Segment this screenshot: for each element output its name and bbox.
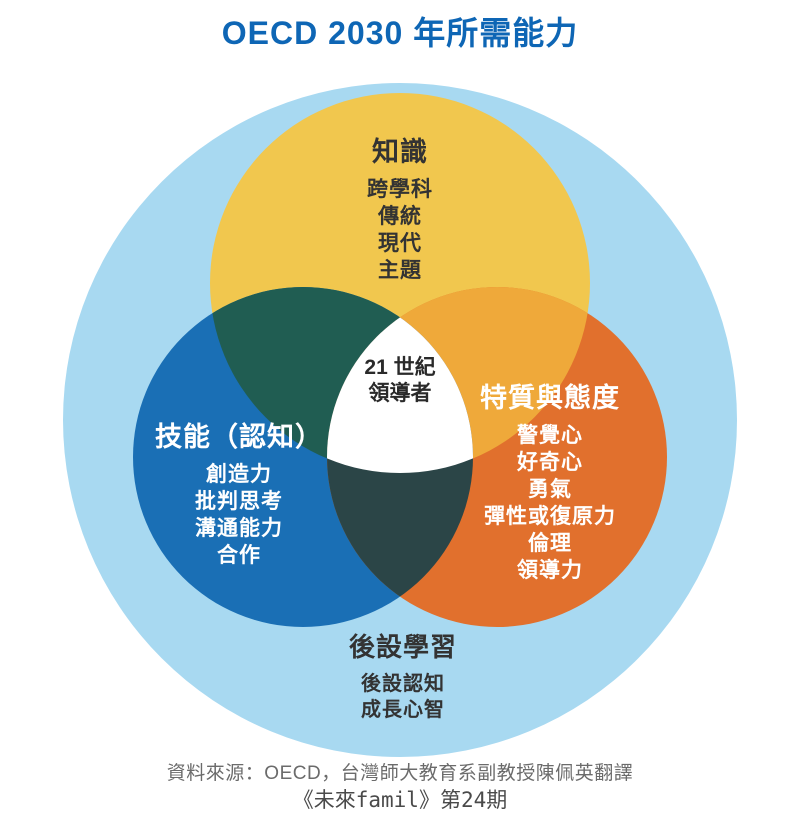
skills-item: 溝通能力 <box>195 517 283 540</box>
knowledge-attitudes-overlap <box>327 287 590 473</box>
skills-text-block: 技能（認知） 創造力 批判思考 溝通能力 合作 <box>155 415 323 569</box>
knowledge-skills-overlap <box>210 287 473 473</box>
attitudes-item: 領導力 <box>517 559 583 582</box>
skills-item: 批判思考 <box>195 490 283 513</box>
source-publication-line: 《未來famil》第24期 <box>292 788 508 812</box>
skills-item: 創造力 <box>206 463 272 486</box>
diagram-title: OECD 2030 年所需能力 <box>221 15 579 51</box>
knowledge-label: 知識 <box>372 137 428 167</box>
attitudes-item: 勇氣 <box>528 478 572 501</box>
attitudes-label: 特質與態度 <box>480 383 620 413</box>
source-credit-line: 資料來源：OECD，台灣師大教育系副教授陳佩英翻譯 <box>166 763 634 784</box>
attitudes-item: 倫理 <box>528 532 572 555</box>
attitudes-item: 好奇心 <box>517 451 583 474</box>
attitudes-item: 警覺心 <box>517 424 583 447</box>
meta-learning-text-block: 後設學習 後設認知 成長心智 <box>349 627 457 723</box>
center-line1: 21 世紀 <box>364 356 436 379</box>
knowledge-text-block: 知識 跨學科 傳統 現代 主題 <box>367 130 433 284</box>
meta-learning-label: 後設學習 <box>348 632 458 662</box>
knowledge-item: 現代 <box>378 232 422 255</box>
knowledge-item: 跨學科 <box>367 178 433 201</box>
knowledge-item: 主題 <box>378 259 422 282</box>
attitudes-text-block: 特質與態度 警覺心 好奇心 勇氣 彈性或復原力 倫理 領導力 <box>480 376 620 584</box>
knowledge-item: 傳統 <box>378 205 422 228</box>
skills-item: 合作 <box>217 544 261 567</box>
center-line2: 領導者 <box>368 382 432 405</box>
meta-learning-item: 成長心智 <box>360 699 445 721</box>
center-text-block: 21 世紀 領導者 <box>364 355 435 407</box>
meta-learning-item: 後設認知 <box>360 673 445 695</box>
attitudes-item: 彈性或復原力 <box>484 505 616 528</box>
skills-label: 技能（認知） <box>155 422 323 452</box>
